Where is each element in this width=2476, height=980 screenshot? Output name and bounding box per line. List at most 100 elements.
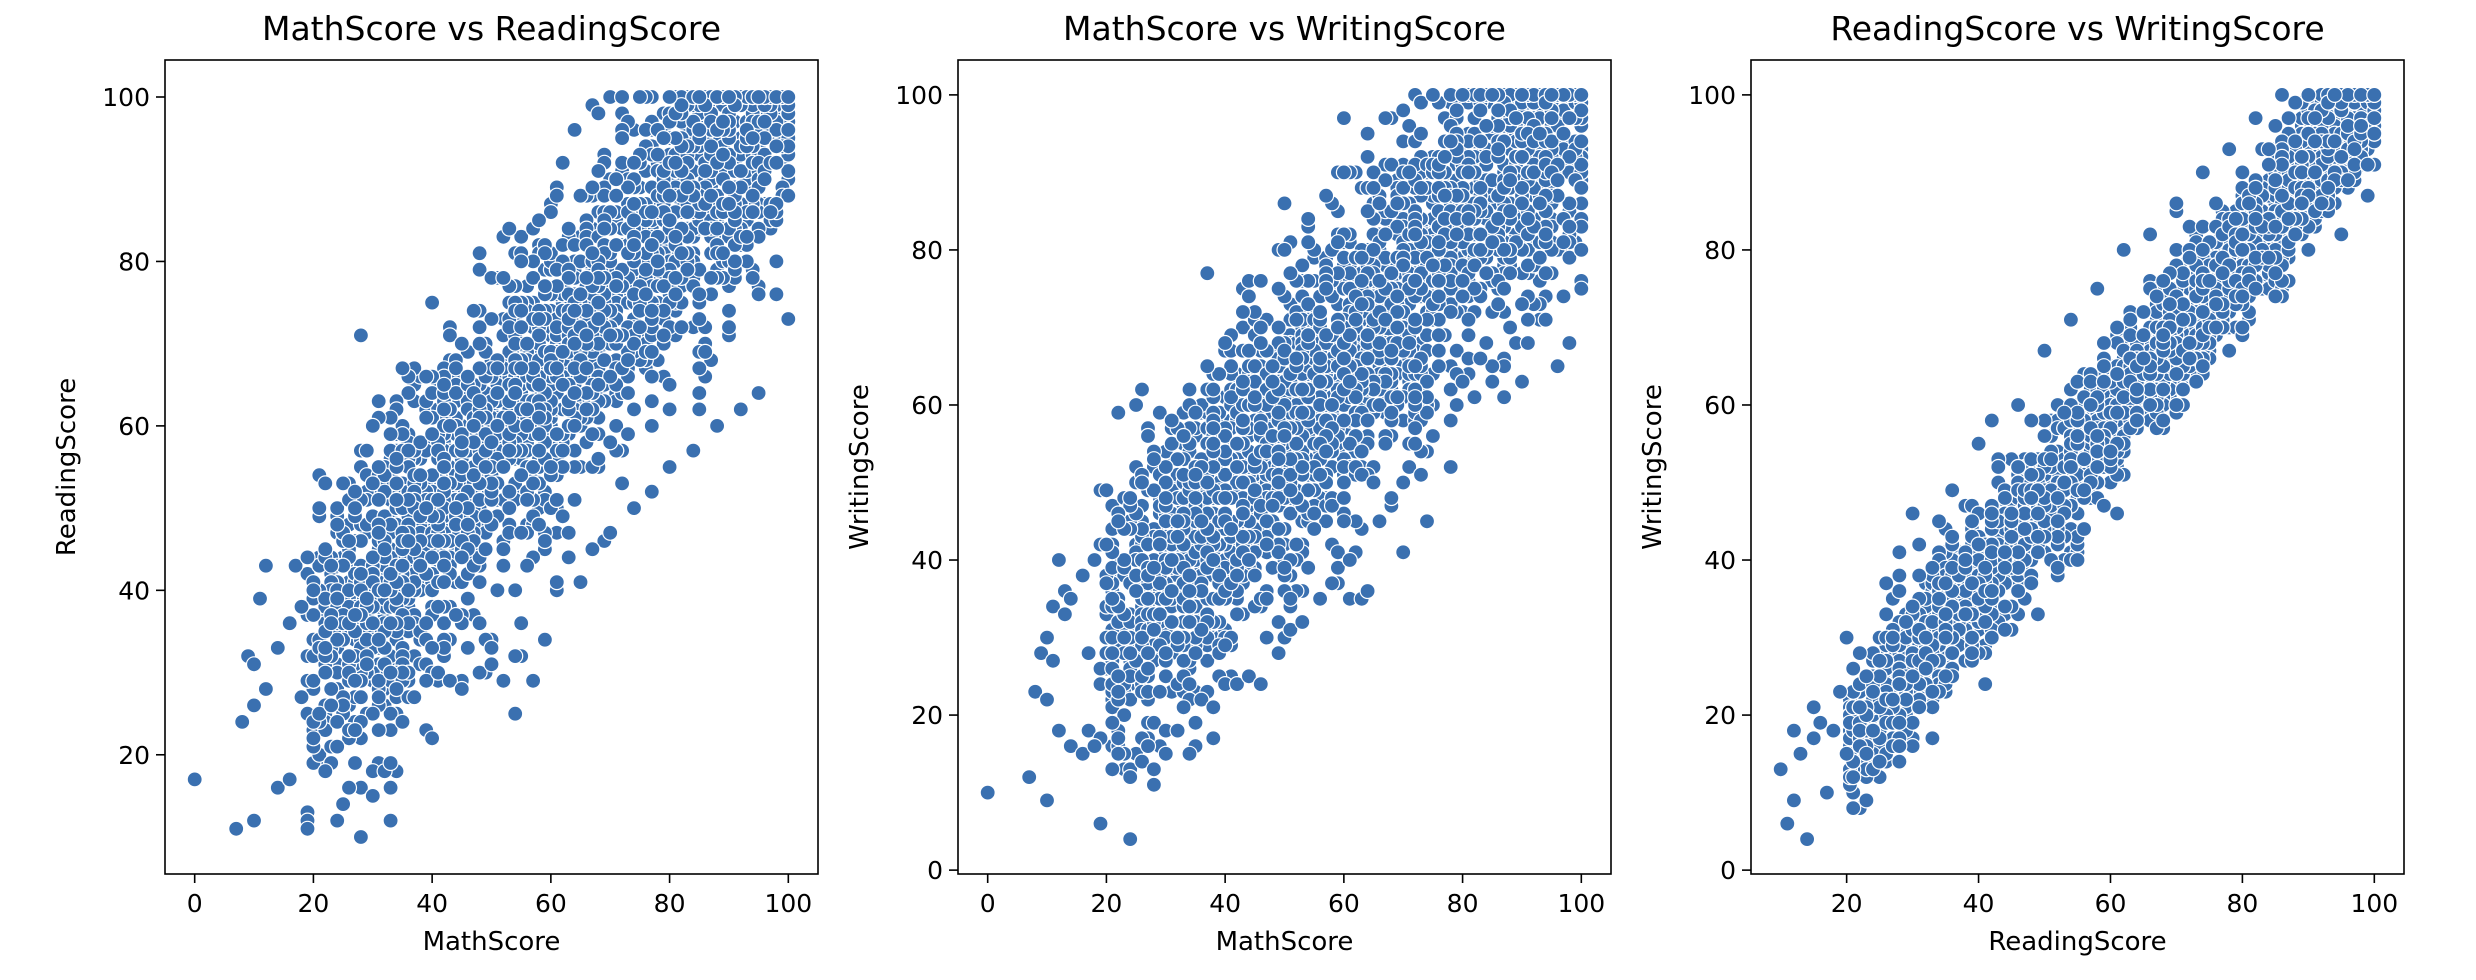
data-point <box>625 154 643 171</box>
data-point <box>329 738 346 755</box>
data-point <box>471 335 488 352</box>
data-point <box>489 582 506 599</box>
data-point <box>430 598 447 615</box>
data-point <box>317 664 334 681</box>
data-point <box>376 582 393 599</box>
data-point <box>495 458 512 476</box>
data-point <box>768 253 785 270</box>
y-tick-label: 100 <box>102 83 150 112</box>
chart-title: MathScore vs ReadingScore <box>262 9 721 48</box>
data-point <box>471 573 488 591</box>
data-point <box>578 401 595 418</box>
data-point <box>453 680 470 698</box>
data-point <box>1389 389 1406 406</box>
data-point <box>643 393 660 410</box>
data-point <box>257 680 274 698</box>
data-point <box>1555 288 1572 305</box>
data-point <box>596 220 613 237</box>
data-point <box>1395 544 1412 561</box>
data-point <box>1288 536 1305 553</box>
data-point <box>471 245 488 262</box>
data-point <box>518 491 536 508</box>
data-point <box>453 335 470 352</box>
data-point <box>1187 714 1204 731</box>
data-point <box>1359 125 1376 142</box>
data-point <box>245 656 263 673</box>
data-point <box>661 401 678 418</box>
y-tick-label: 60 <box>118 412 150 441</box>
data-point <box>435 376 453 393</box>
data-point <box>418 615 435 632</box>
data-point <box>513 319 530 336</box>
data-point <box>780 88 797 106</box>
data-point <box>257 557 274 574</box>
data-point <box>299 549 316 566</box>
data-point <box>554 154 571 171</box>
data-point <box>530 442 548 459</box>
data-point <box>542 204 560 221</box>
data-point <box>412 467 429 484</box>
data-point <box>370 393 387 410</box>
data-point <box>1365 179 1382 196</box>
data-point <box>1454 272 1471 289</box>
data-point <box>631 88 649 106</box>
data-point <box>317 639 334 657</box>
data-point <box>471 319 488 336</box>
data-point <box>691 401 708 418</box>
x-tick-label: 20 <box>298 889 330 918</box>
data-point <box>661 88 678 106</box>
data-point <box>234 713 251 731</box>
data-point <box>1205 551 1222 569</box>
data-point <box>584 541 601 558</box>
data-point <box>625 212 643 229</box>
data-point <box>346 672 364 689</box>
data-point <box>358 442 375 459</box>
data-point <box>483 656 500 673</box>
subplot-math-vs-reading: MathScore vs ReadingScore 0 20 40 60 80 100 2… <box>52 9 819 957</box>
data-point <box>453 434 470 451</box>
data-point <box>340 532 358 550</box>
data-point <box>477 458 494 476</box>
data-point <box>424 294 441 311</box>
data-point <box>619 426 637 443</box>
data-point <box>453 458 470 476</box>
data-point <box>631 319 649 336</box>
data-point <box>643 204 660 221</box>
data-point <box>530 516 548 533</box>
data-point <box>613 88 631 106</box>
data-point <box>720 179 738 196</box>
data-point <box>602 434 619 451</box>
data-point <box>714 113 732 130</box>
data-point <box>1472 102 1489 119</box>
data-point <box>424 730 441 747</box>
data-point <box>1169 629 1186 646</box>
data-point <box>352 565 369 583</box>
data-point <box>459 590 476 607</box>
data-point <box>1478 334 1495 352</box>
data-point <box>1418 513 1436 530</box>
data-point <box>370 689 387 706</box>
data-point <box>471 393 488 410</box>
x-tick-label: 40 <box>416 889 448 918</box>
data-point <box>1306 505 1323 522</box>
data-point <box>501 483 518 500</box>
data-point <box>714 146 732 163</box>
data-point <box>1175 699 1192 716</box>
data-point <box>584 179 601 196</box>
data-point <box>584 245 601 262</box>
data-point <box>643 236 660 254</box>
data-point <box>364 615 381 632</box>
data-point <box>394 557 411 574</box>
data-point <box>578 269 595 286</box>
data-point <box>352 327 369 344</box>
data-point <box>578 360 595 377</box>
data-point <box>768 286 785 303</box>
data-point <box>560 549 577 566</box>
data-point <box>572 573 589 591</box>
data-point <box>744 204 761 221</box>
data-point <box>364 787 381 805</box>
data-point <box>1448 102 1465 119</box>
data-point <box>1110 668 1127 685</box>
data-point <box>1276 195 1293 212</box>
